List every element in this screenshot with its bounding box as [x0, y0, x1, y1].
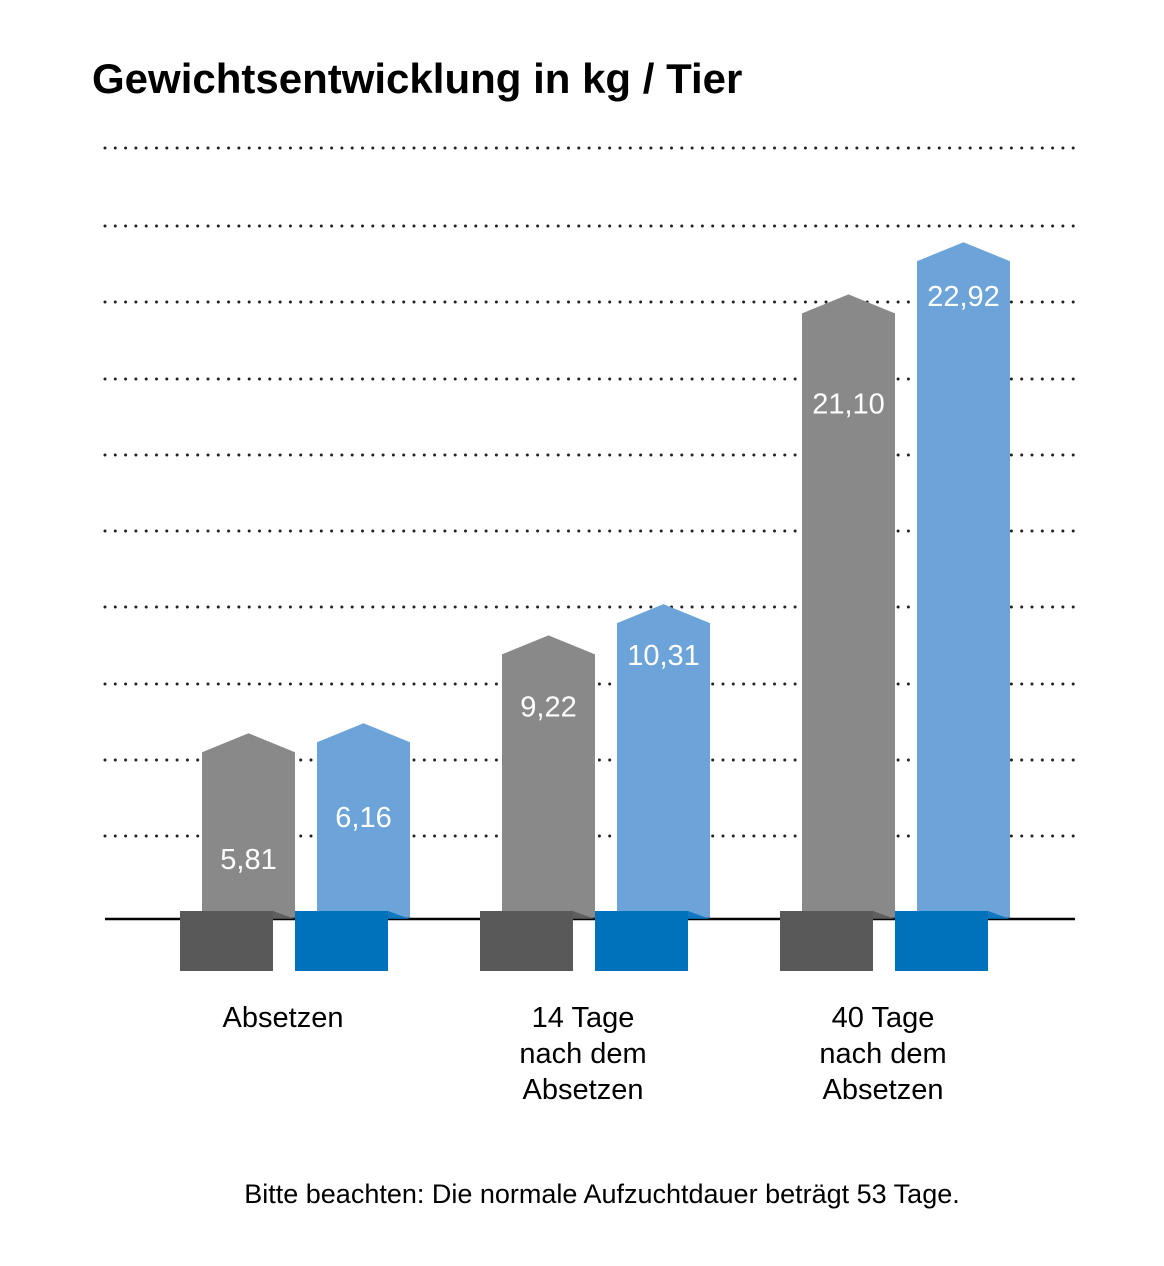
bar-base: [480, 911, 573, 971]
footnote: Bitte beachten: Die normale Aufzuchtdaue…: [244, 1179, 959, 1209]
bar: [317, 723, 410, 919]
category-labels: Absetzen 14 Tage nach dem Absetzen 40 Tage na…: [223, 1002, 947, 1106]
category-label: Absetzen: [523, 1074, 644, 1106]
bar-base: [180, 911, 273, 971]
bar-base-bevel: [873, 911, 895, 919]
bar-base: [595, 911, 688, 971]
bar: [917, 242, 1010, 920]
value-label: 10,31: [627, 640, 700, 672]
bar-base-bevel: [388, 911, 410, 919]
category-label: nach dem: [819, 1038, 946, 1070]
value-label: 21,10: [812, 388, 885, 420]
chart-title: Gewichtsentwicklung in kg / Tier: [92, 55, 742, 102]
bar: [617, 604, 710, 919]
category-label: Absetzen: [223, 1002, 344, 1034]
category-label: 40 Tage: [832, 1002, 935, 1034]
bar-base-bevel: [273, 911, 295, 919]
value-labels: 5,81 6,16 9,22 10,31 21,10 22,92: [220, 281, 1000, 876]
bar-base-bevel: [688, 911, 710, 919]
bar-base: [780, 911, 873, 971]
value-label: 9,22: [520, 691, 576, 723]
value-label: 5,81: [220, 844, 276, 876]
category-label: nach dem: [519, 1038, 646, 1070]
bar-base: [295, 911, 388, 971]
value-label: 22,92: [927, 281, 1000, 313]
bar-bases: [180, 911, 1010, 971]
bar-base-bevel: [988, 911, 1010, 919]
category-label: 14 Tage: [532, 1002, 635, 1034]
bar: [502, 635, 595, 919]
category-label: Absetzen: [823, 1074, 944, 1106]
bar: [202, 733, 295, 919]
bar: [802, 294, 895, 919]
bar-base-bevel: [573, 911, 595, 919]
value-label: 6,16: [335, 802, 391, 834]
bar-base: [895, 911, 988, 971]
bars: [202, 242, 1010, 920]
